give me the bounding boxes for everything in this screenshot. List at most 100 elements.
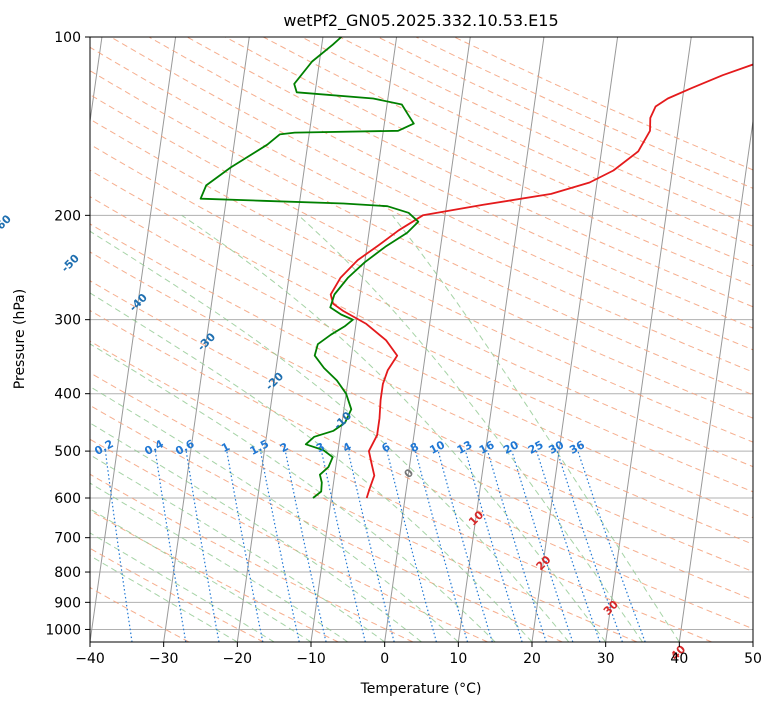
- mixing-ratio-line: [487, 450, 547, 642]
- dry-adiabat-line: [90, 251, 753, 573]
- y-tick-label: 500: [54, 444, 81, 460]
- dry-adiabat-line: [90, 340, 712, 642]
- dry-adiabat-line: [90, 169, 753, 493]
- temperature-profile-line: [329, 63, 753, 499]
- dry-adiabat-line: [110, 37, 753, 351]
- mixing-ratio-label: 6: [380, 440, 393, 455]
- dry-adiabat-line: [90, 547, 264, 642]
- dry-adiabat-line: [186, 37, 753, 308]
- isotherm-line: [457, 37, 545, 642]
- mixing-ratio-line: [226, 450, 264, 642]
- isotherm-line: [678, 117, 753, 642]
- mixing-ratio-label: 2: [278, 440, 291, 455]
- y-tick-label: 200: [54, 208, 81, 224]
- moist-adiabat-line: [90, 454, 385, 642]
- isotherm-label: 10: [466, 508, 486, 528]
- x-tick-label: 50: [744, 651, 762, 667]
- isotherm-line: [605, 37, 692, 642]
- dry-adiabat-line: [90, 372, 638, 642]
- chart-title: wetPf2_GN05.2025.332.10.53.E15: [283, 11, 558, 31]
- x-tick-label: −30: [149, 651, 179, 667]
- dry-adiabat-line: [90, 309, 753, 630]
- isotherm-line: [531, 37, 619, 642]
- dry-adiabat-line: [148, 37, 753, 329]
- y-tick-label: 400: [54, 387, 81, 403]
- mixing-ratio-label: 25: [526, 438, 546, 457]
- mixing-ratio-line: [185, 451, 220, 642]
- x-tick-label: 30: [597, 651, 615, 667]
- mixing-ratio-line: [536, 450, 601, 642]
- mixing-ratio-line: [511, 450, 574, 642]
- dry-adiabat-line: [90, 223, 753, 545]
- mixing-ratio-line: [284, 450, 327, 642]
- dry-adiabat-line: [90, 438, 488, 642]
- dry-adiabat-line: [415, 37, 753, 189]
- moist-adiabat-line: [90, 508, 312, 642]
- mixing-ratio-line: [347, 450, 395, 642]
- dry-adiabat-line: [301, 37, 753, 247]
- isotherm-label: -50: [59, 252, 82, 275]
- mixing-ratio-line: [260, 450, 300, 642]
- mixing-ratio-label: 10: [427, 438, 447, 457]
- isotherm-label: -20: [263, 370, 286, 393]
- y-tick-label: 900: [54, 595, 81, 611]
- isotherm-line: [90, 37, 177, 642]
- mixing-ratio-label: 1.5: [248, 437, 271, 458]
- isotherm-line: [752, 638, 753, 642]
- mixing-ratio-label: 1: [219, 440, 232, 455]
- background-lines: [90, 37, 753, 642]
- x-tick-label: 0: [380, 651, 389, 667]
- moist-adiabat-line: [90, 230, 570, 642]
- dry-adiabat-line: [90, 143, 753, 468]
- moist-adiabat-line: [90, 422, 422, 642]
- mixing-ratio-line: [104, 451, 133, 642]
- moist-adiabat-line: [90, 555, 238, 642]
- y-tick-label: 700: [54, 531, 81, 547]
- moist-adiabat-line: [181, 214, 607, 642]
- mixing-ratio-line: [320, 450, 366, 642]
- x-axis-label: Temperature (°C): [360, 681, 482, 697]
- dry-adiabat-line: [90, 280, 753, 601]
- dry-adiabat-line: [90, 510, 339, 642]
- mixing-ratio-label: 0.2: [92, 437, 115, 458]
- x-tick-label: −40: [75, 651, 105, 667]
- isotherm-label: -60: [0, 212, 14, 235]
- y-tick-label: 300: [54, 313, 81, 329]
- isotherm-line: [236, 37, 324, 642]
- x-axis: −40 −30 −20 −10 0 10 20 30 40 50: [75, 642, 762, 667]
- isotherm-line: [384, 37, 471, 642]
- moist-adiabat-line: [298, 214, 643, 642]
- y-tick-label: 800: [54, 565, 81, 581]
- dry-adiabat-line: [90, 94, 753, 419]
- x-tick-label: 40: [670, 651, 688, 667]
- mixing-ratio-line: [556, 450, 623, 642]
- mixing-ratio-label: 0.6: [173, 437, 197, 458]
- mixing-ratio-label: 13: [455, 438, 475, 457]
- x-tick-label: 10: [449, 651, 467, 667]
- dewpoint-profile-line: [199, 37, 420, 499]
- isotherm-line: [163, 37, 250, 642]
- dry-adiabat-line: [90, 118, 753, 443]
- mixing-ratio-label: 36: [567, 438, 587, 457]
- y-tick-label: 600: [54, 491, 81, 507]
- x-tick-label: 20: [523, 651, 541, 667]
- mixing-ratio-label: 20: [501, 438, 521, 457]
- line-labels: 0.20.40.611.52346810131620253036-100-90-…: [0, 212, 688, 663]
- isotherm-label: -30: [195, 330, 218, 353]
- dry-adiabat-line: [90, 70, 753, 396]
- moist-adiabat-line: [90, 292, 533, 642]
- series-layer: [199, 37, 753, 499]
- isotherm-label: 30: [601, 598, 621, 618]
- moist-adiabat-line: [391, 214, 680, 642]
- mixing-ratio-line: [386, 450, 437, 642]
- x-tick-label: −20: [223, 651, 253, 667]
- plot-frame: [89, 36, 754, 643]
- isotherm-line: [90, 37, 103, 125]
- dry-adiabat-line: [90, 196, 753, 519]
- y-tick-label: 1000: [45, 622, 81, 638]
- moist-adiabat-line: [90, 482, 349, 642]
- y-axis: 100 200 300 400 500 600 700 800 900 1000: [45, 30, 90, 638]
- y-tick-label: 100: [54, 30, 81, 46]
- y-axis-label: Pressure (hPa): [12, 289, 28, 389]
